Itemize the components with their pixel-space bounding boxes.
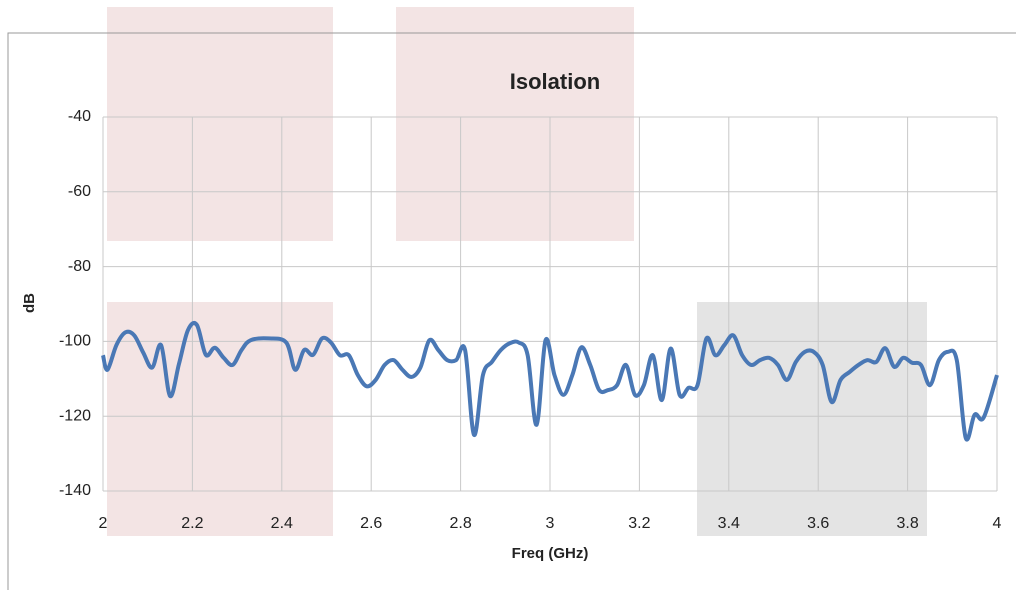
- x-tick-label: 3.4: [718, 515, 740, 532]
- x-tick-label: 2.6: [360, 515, 382, 532]
- y-axis-label: dB: [21, 293, 38, 313]
- x-tick-label: 2.8: [449, 515, 471, 532]
- band-highlight: [107, 302, 333, 536]
- y-tick-label: -120: [59, 407, 91, 424]
- frame: [7, 32, 1016, 590]
- y-tick-label: -100: [59, 333, 91, 350]
- y-tick-label: -140: [59, 482, 91, 499]
- x-tick-label: 3.6: [807, 515, 829, 532]
- x-tick-label: 2.4: [271, 515, 293, 532]
- y-tick-label: -60: [68, 183, 91, 200]
- data-line: [101, 321, 999, 442]
- band-highlight: [107, 7, 333, 241]
- band-highlight: [396, 7, 634, 241]
- chart-title: Isolation: [510, 69, 600, 94]
- y-tick-label: -40: [68, 108, 91, 125]
- x-tick-label: 2.2: [181, 515, 203, 532]
- x-tick-label: 3.8: [896, 515, 918, 532]
- x-tick-label: 3: [546, 515, 555, 532]
- x-axis-label: Freq (GHz): [512, 545, 589, 562]
- x-tick-label: 3.2: [628, 515, 650, 532]
- x-tick-label: 4: [993, 515, 1002, 532]
- x-tick-label: 2: [99, 515, 108, 532]
- y-tick-label: -80: [68, 258, 91, 275]
